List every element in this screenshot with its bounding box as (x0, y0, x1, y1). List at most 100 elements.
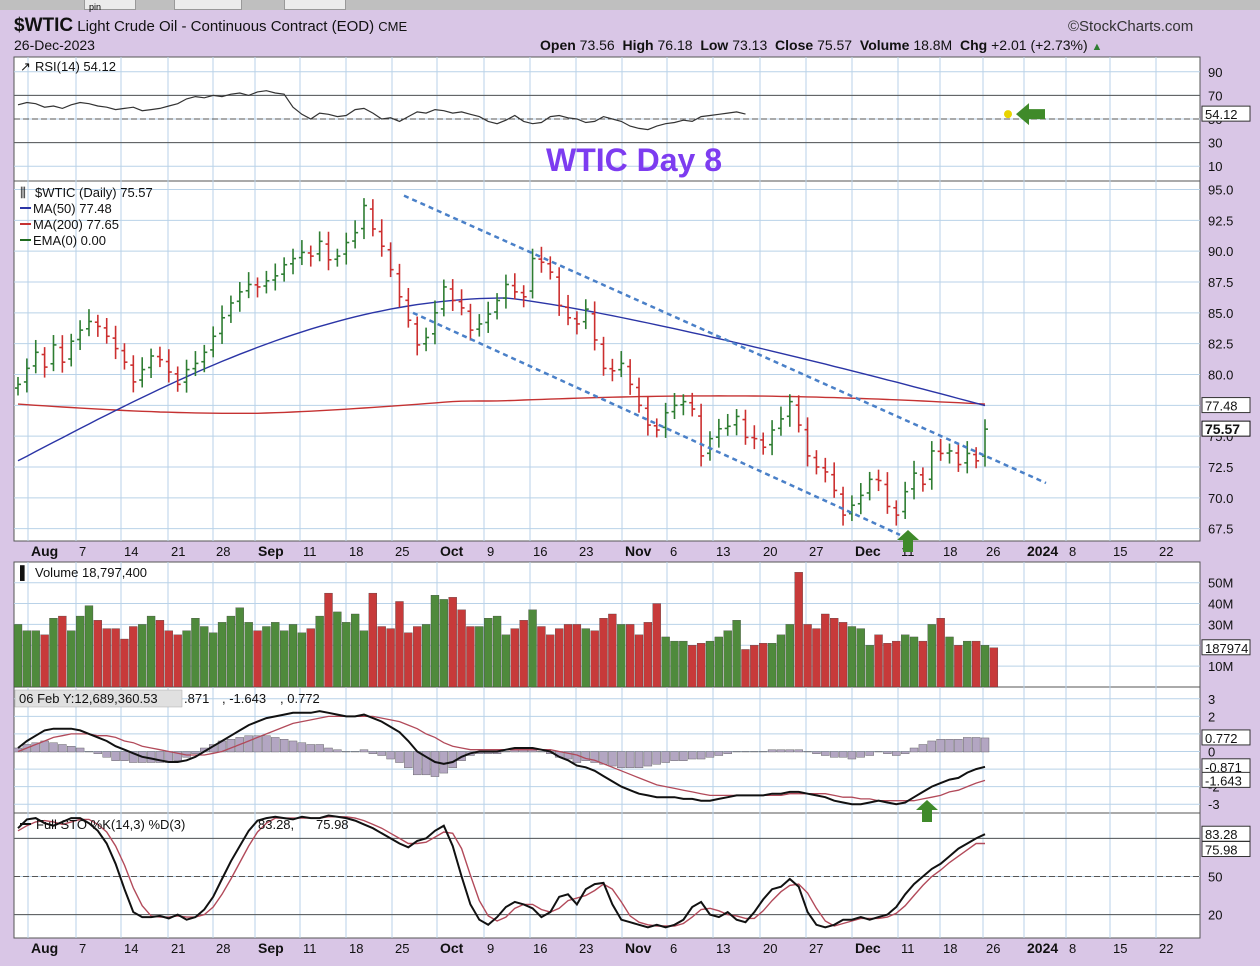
macd-histogram-bar (759, 751, 768, 753)
volume-bar (333, 611, 342, 688)
volume-bar (22, 630, 32, 688)
volume-bar (767, 643, 777, 688)
volume-tick: 50M (1208, 576, 1233, 591)
macd-histogram-bar (572, 751, 582, 763)
low-value: 73.13 (732, 37, 768, 53)
x-axis-label: 28 (216, 941, 230, 956)
volume-bar (599, 618, 608, 688)
price-tick: 80.0 (1208, 368, 1233, 383)
macd-histogram-bar (847, 751, 857, 760)
macd-histogram-bar (625, 751, 635, 769)
volume-bar (705, 640, 715, 688)
volume-bar (315, 615, 324, 688)
volume-bar (439, 599, 448, 688)
volume-bar (129, 626, 138, 688)
close-value: 75.57 (1205, 421, 1240, 437)
macd-histogram-bar (785, 749, 795, 753)
volume-bar (732, 620, 741, 688)
macd-histogram-bar (741, 751, 750, 753)
volume-bar (883, 643, 892, 688)
x-axis-label: 25 (395, 544, 409, 559)
volume-bar (324, 592, 333, 688)
macd-histogram-bar (377, 751, 386, 756)
volume-bar (741, 649, 750, 688)
volume-bar (661, 636, 670, 688)
stochastic-tick: 20 (1208, 908, 1222, 923)
close-value: 75.57 (817, 37, 853, 53)
macd-histogram-bar (936, 739, 945, 753)
x-axis-label: 21 (171, 941, 185, 956)
x-axis-label: 13 (716, 941, 730, 956)
macd-tick: 0 (1208, 745, 1215, 760)
rsi-last-value-box (1201, 105, 1251, 122)
volume-bar (484, 618, 493, 688)
volume-bar (466, 626, 475, 688)
macd-tick: 2 (1208, 709, 1215, 724)
volume-bar (413, 626, 422, 688)
volume-bar (528, 609, 537, 688)
macd-histogram-bar (634, 751, 644, 769)
volume-last-value-box (1201, 639, 1251, 656)
x-axis-label: Nov (625, 543, 652, 559)
rsi-tick: 10 (1208, 159, 1222, 174)
volume-bar (803, 624, 812, 688)
ema-legend: EMA(0) 0.00 (33, 233, 106, 248)
macd-histogram-bar (883, 751, 892, 754)
volume-bar (430, 595, 440, 688)
x-axis-label: 14 (124, 544, 138, 559)
ma50-line (17, 297, 986, 462)
high-value: 76.18 (657, 37, 693, 53)
macd-signal-value-box (1201, 771, 1251, 788)
volume-value: 18.8M (913, 37, 953, 53)
x-axis-label: 27 (809, 544, 823, 559)
volume-bar (253, 630, 262, 688)
macd-histogram-bar (120, 751, 129, 761)
rsi-tick: 70 (1208, 88, 1222, 103)
macd-histogram-bar (271, 737, 280, 753)
volume-bar (634, 634, 644, 688)
macd-histogram-bar (288, 740, 298, 753)
x-axis-label: Dec (855, 940, 881, 956)
sto-k-value: 83.28 (1205, 827, 1238, 842)
x-axis-label: 11 (303, 544, 317, 559)
toolbar-box[interactable] (174, 0, 242, 10)
macd-histogram-bar (404, 751, 413, 769)
x-axis-label: 6 (670, 941, 677, 956)
toolbar-tab[interactable]: pin (84, 0, 136, 12)
x-axis-label: Aug (31, 940, 58, 956)
macd-histogram-bar (395, 751, 404, 763)
macd-histogram-bar (679, 751, 688, 761)
volume-bar (608, 613, 617, 688)
macd-histogram-bar (413, 751, 422, 776)
volume-bar (492, 615, 502, 688)
macd-histogram-bar (421, 751, 431, 776)
volume-bar (217, 622, 227, 688)
macd-histogram-bar (794, 749, 803, 753)
macd-histogram-bar (58, 744, 67, 753)
toolbar-box[interactable] (284, 0, 346, 10)
volume-bar (776, 634, 786, 688)
macd-histogram-bar (333, 749, 342, 753)
x-axis-label: 26 (986, 941, 1000, 956)
volume-bar (812, 628, 821, 688)
macd-histogram-bar (350, 751, 360, 753)
price-tick: 92.5 (1208, 213, 1233, 228)
x-axis-label: 9 (487, 941, 494, 956)
volume-bar (572, 624, 582, 688)
x-axis-label: 14 (124, 941, 138, 956)
macd-histogram-bar (945, 739, 954, 753)
volume-bar (342, 622, 351, 688)
chart-title: $WTIC Light Crude Oil - Continuous Contr… (14, 15, 407, 37)
volume-bar (963, 640, 972, 688)
macd-histogram-bar (386, 751, 395, 760)
volume-bar (155, 620, 165, 688)
volume-bar (13, 624, 23, 688)
price-legend-symbol: $WTIC (Daily) 75.57 (35, 185, 153, 200)
x-axis-label: 16 (533, 941, 547, 956)
volume-bar (945, 636, 954, 688)
volume-bar (297, 632, 307, 688)
up-arrow-icon (897, 530, 919, 552)
x-axis-label: Dec (855, 543, 881, 559)
macd-histogram-bar (31, 742, 40, 753)
volume-bar (856, 628, 865, 688)
